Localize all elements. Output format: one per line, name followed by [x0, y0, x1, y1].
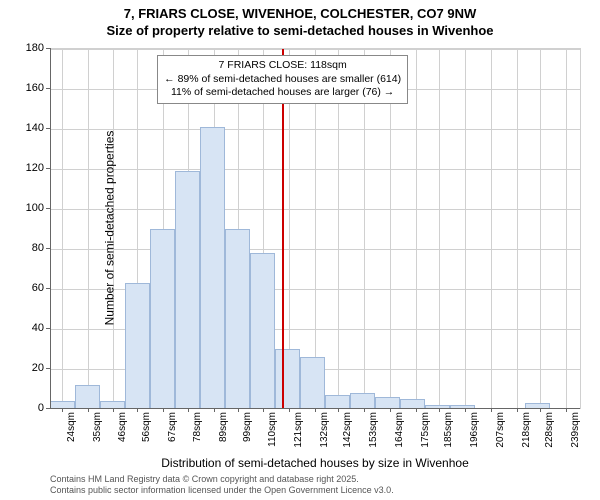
xtick-label: 35sqm — [92, 412, 103, 442]
ytick-label: 120 — [4, 162, 44, 174]
ytick-mark — [46, 248, 50, 249]
plot-area: 7 FRIARS CLOSE: 118sqm← 89% of semi-deta… — [50, 48, 581, 409]
xtick-mark — [517, 408, 518, 412]
xtick-label: 89sqm — [218, 412, 229, 442]
xtick-mark — [62, 408, 63, 412]
ytick-label: 100 — [4, 202, 44, 214]
histogram-bar — [325, 395, 350, 409]
x-axis-label: Distribution of semi-detached houses by … — [50, 456, 580, 470]
xtick-mark — [416, 408, 417, 412]
xtick-mark — [163, 408, 164, 412]
ytick-mark — [46, 408, 50, 409]
histogram-bar — [275, 349, 300, 409]
xtick-label: 67sqm — [167, 412, 178, 442]
ytick-mark — [46, 328, 50, 329]
xtick-label: 110sqm — [267, 412, 278, 447]
xtick-label: 56sqm — [141, 412, 152, 442]
xtick-label: 46sqm — [117, 412, 128, 442]
xtick-label: 132sqm — [319, 412, 330, 448]
ytick-mark — [46, 288, 50, 289]
xtick-label: 185sqm — [443, 412, 454, 448]
xtick-mark — [338, 408, 339, 412]
ytick-mark — [46, 368, 50, 369]
ytick-mark — [46, 208, 50, 209]
grid-line-v — [465, 49, 466, 409]
histogram-bar — [300, 357, 325, 409]
xtick-mark — [439, 408, 440, 412]
ytick-mark — [46, 48, 50, 49]
footer-attribution: Contains HM Land Registry data © Crown c… — [50, 474, 394, 496]
xtick-mark — [540, 408, 541, 412]
xtick-mark — [263, 408, 264, 412]
xtick-mark — [188, 408, 189, 412]
xtick-label: 24sqm — [66, 412, 77, 442]
xtick-mark — [214, 408, 215, 412]
annotation-line3: 11% of semi-detached houses are larger (… — [164, 86, 401, 100]
y-axis-line — [50, 48, 51, 408]
annotation-line2: ← 89% of semi-detached houses are smalle… — [164, 73, 401, 87]
grid-line-v — [566, 49, 567, 409]
ytick-label: 40 — [4, 322, 44, 334]
ytick-label: 20 — [4, 362, 44, 374]
xtick-label: 153sqm — [368, 412, 379, 448]
xtick-label: 142sqm — [342, 412, 353, 448]
annotation-box: 7 FRIARS CLOSE: 118sqm← 89% of semi-deta… — [157, 55, 408, 104]
xtick-label: 78sqm — [192, 412, 203, 442]
xtick-mark — [390, 408, 391, 412]
ytick-label: 160 — [4, 82, 44, 94]
grid-line-v — [540, 49, 541, 409]
xtick-mark — [137, 408, 138, 412]
xtick-mark — [364, 408, 365, 412]
ytick-label: 80 — [4, 242, 44, 254]
xtick-mark — [113, 408, 114, 412]
ytick-label: 140 — [4, 122, 44, 134]
title-line1: 7, FRIARS CLOSE, WIVENHOE, COLCHESTER, C… — [0, 6, 600, 23]
chart-title: 7, FRIARS CLOSE, WIVENHOE, COLCHESTER, C… — [0, 0, 600, 40]
histogram-bar — [225, 229, 250, 409]
histogram-bar — [250, 253, 275, 409]
xtick-label: 228sqm — [544, 412, 555, 448]
footer-line1: Contains HM Land Registry data © Crown c… — [50, 474, 394, 485]
y-axis-label-wrap: Number of semi-detached properties — [12, 48, 26, 408]
histogram-bar — [350, 393, 375, 409]
grid-line-v — [491, 49, 492, 409]
ytick-label: 60 — [4, 282, 44, 294]
xtick-mark — [289, 408, 290, 412]
grid-line-v — [439, 49, 440, 409]
ytick-mark — [46, 168, 50, 169]
ytick-mark — [46, 128, 50, 129]
y-axis-label: Number of semi-detached properties — [102, 131, 116, 326]
xtick-label: 175sqm — [420, 412, 431, 448]
ytick-mark — [46, 88, 50, 89]
xtick-label: 196sqm — [469, 412, 480, 448]
grid-line-v — [416, 49, 417, 409]
ytick-label: 0 — [4, 402, 44, 414]
annotation-line1: 7 FRIARS CLOSE: 118sqm — [164, 59, 401, 73]
xtick-mark — [491, 408, 492, 412]
histogram-bar — [150, 229, 175, 409]
histogram-bar — [75, 385, 100, 409]
xtick-label: 99sqm — [242, 412, 253, 442]
grid-line-v — [517, 49, 518, 409]
grid-line-v — [62, 49, 63, 409]
xtick-mark — [238, 408, 239, 412]
xtick-label: 218sqm — [521, 412, 532, 448]
title-line2: Size of property relative to semi-detach… — [0, 23, 600, 40]
xtick-label: 164sqm — [394, 412, 405, 448]
histogram-bar — [125, 283, 150, 409]
xtick-label: 121sqm — [293, 412, 304, 448]
xtick-mark — [566, 408, 567, 412]
histogram-bar — [200, 127, 225, 409]
ytick-label: 180 — [4, 42, 44, 54]
xtick-label: 239sqm — [570, 412, 581, 448]
histogram-bar — [175, 171, 200, 409]
footer-line2: Contains public sector information licen… — [50, 485, 394, 496]
grid-line-v — [88, 49, 89, 409]
chart-container: 7, FRIARS CLOSE, WIVENHOE, COLCHESTER, C… — [0, 0, 600, 500]
xtick-mark — [88, 408, 89, 412]
xtick-mark — [315, 408, 316, 412]
xtick-mark — [465, 408, 466, 412]
xtick-label: 207sqm — [495, 412, 506, 448]
